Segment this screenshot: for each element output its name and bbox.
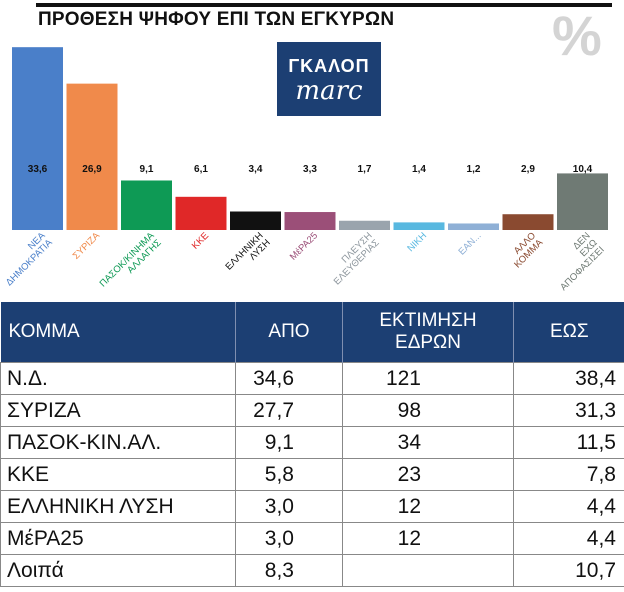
category-label: ΝΕΑΔΗΜΟΚΡΑΤΙΑ bbox=[0, 230, 55, 288]
bar-2 bbox=[66, 83, 118, 230]
category-label: ΠΑΣΟΚ/ΚΙΝΗΜΑΑΛΛΑΓΗΣ bbox=[98, 230, 165, 297]
table-cell: 3,0 bbox=[235, 522, 343, 555]
table-cell: 8,3 bbox=[235, 554, 343, 587]
table-cell: 31,3 bbox=[513, 394, 624, 427]
table-cell: 5,8 bbox=[235, 458, 343, 491]
column-header: ΑΠΟ bbox=[235, 302, 343, 363]
category-label: ΕΑΝ... bbox=[456, 230, 483, 257]
bar-11 bbox=[557, 173, 608, 230]
bar-3 bbox=[121, 180, 172, 230]
table-cell: 34 bbox=[342, 426, 514, 459]
table-cell: ΚΚΕ bbox=[0, 458, 236, 491]
table-body: Ν.Δ. 34,6 121 38,4 ΣΥΡΙΖΑ 27,7 98 31,3 ΠΑΣΟΚ-ΚΙΝ… bbox=[0, 362, 624, 587]
bar-8 bbox=[393, 222, 445, 230]
bar-value-label: 33,6 bbox=[28, 164, 48, 175]
table-cell: Ν.Δ. bbox=[0, 362, 236, 395]
bar-1 bbox=[12, 47, 63, 231]
category-label: ΕΛΛΗΝΙΚΗΛΥΣΗ bbox=[223, 230, 272, 279]
table-cell: 4,4 bbox=[513, 490, 624, 523]
bar-value-label: 6,1 bbox=[194, 164, 208, 175]
table-row: Ν.Δ. 34,6 121 38,4 bbox=[0, 362, 624, 395]
category-label: ΣΥΡΙΖΑ bbox=[71, 230, 103, 262]
table-cell: ΣΥΡΙΖΑ bbox=[0, 394, 236, 427]
logo-line-1: ΓΚΑΛΟΠ bbox=[288, 56, 370, 76]
table-cell: 4,4 bbox=[513, 522, 624, 555]
logo-line-2: marc bbox=[295, 76, 363, 106]
category-label: ΝΙΚΗ bbox=[405, 230, 429, 254]
table-row: Λοιπά 8,3 10,7 bbox=[0, 554, 624, 587]
table-row: ΠΑΣΟΚ-ΚΙΝ.ΑΛ. 9,1 34 11,5 bbox=[0, 426, 624, 459]
category-label: ΜέΡΑ25 bbox=[288, 230, 320, 262]
column-header: ΕΩΣ bbox=[513, 302, 624, 363]
table-cell: 10,7 bbox=[513, 554, 624, 587]
table-cell: ΜέΡΑ25 bbox=[0, 522, 236, 555]
bar-6 bbox=[284, 212, 336, 230]
bar-value-label: 10,4 bbox=[573, 164, 593, 175]
table-cell: 12 bbox=[342, 490, 514, 523]
bar-4 bbox=[175, 196, 227, 230]
table-cell: 7,8 bbox=[513, 458, 624, 491]
category-label: ΑΛΛΟΚΟΜΜΑ bbox=[505, 230, 545, 270]
bar-value-label: 1,2 bbox=[467, 164, 481, 175]
table-cell: 34,6 bbox=[235, 362, 343, 395]
table-row: ΣΥΡΙΖΑ 27,7 98 31,3 bbox=[0, 394, 624, 427]
table-row: ΜέΡΑ25 3,0 12 4,4 bbox=[0, 522, 624, 555]
bar-value-label: 1,4 bbox=[412, 164, 426, 175]
table-cell: 3,0 bbox=[235, 490, 343, 523]
table-cell: 27,7 bbox=[235, 394, 343, 427]
chart-title: ΠΡΟΘΕΣΗ ΨΗΦΟΥ ΕΠΙ ΤΩΝ ΕΓΚΥΡΩΝ bbox=[38, 9, 395, 30]
table-row: ΚΚΕ 5,8 23 7,8 bbox=[0, 458, 624, 491]
table-cell: Λοιπά bbox=[0, 554, 236, 587]
bar-9 bbox=[448, 223, 499, 230]
bar-10 bbox=[502, 214, 554, 230]
category-label: ΠΛΕΥΣΗΕΛΕΥΘΕΡΙΑΣ bbox=[325, 230, 382, 287]
title-rule bbox=[36, 3, 612, 7]
table-cell: 121 bbox=[342, 362, 514, 395]
pollster-logo: ΓΚΑΛΟΠ marc bbox=[277, 42, 381, 116]
column-header: ΕΚΤΙΜΗΣΗ ΕΔΡΩΝ bbox=[342, 302, 514, 363]
table-cell: 9,1 bbox=[235, 426, 343, 459]
bar-value-label: 3,4 bbox=[249, 164, 263, 175]
seat-estimate-table: ΚΟΜΜΑ ΑΠΟ ΕΚΤΙΜΗΣΗ ΕΔΡΩΝ ΕΩΣ Ν.Δ. 34,6 121 38,4… bbox=[0, 302, 624, 587]
table-cell: ΕΛΛΗΝΙΚΗ ΛΥΣΗ bbox=[0, 490, 236, 523]
table-cell: 23 bbox=[342, 458, 514, 491]
bar-5 bbox=[230, 211, 281, 230]
table-cell: 11,5 bbox=[513, 426, 624, 459]
percent-icon: % bbox=[552, 4, 602, 67]
table-cell bbox=[342, 554, 514, 587]
table-row: ΕΛΛΗΝΙΚΗ ΛΥΣΗ 3,0 12 4,4 bbox=[0, 490, 624, 523]
category-label: ΔΕΝΕΧΩΑΠΟΦΑΣΙΣΕΙ bbox=[544, 230, 607, 293]
table-cell: 38,4 bbox=[513, 362, 624, 395]
bar-value-label: 26,9 bbox=[82, 164, 102, 175]
table-cell: 12 bbox=[342, 522, 514, 555]
bar-value-label: 2,9 bbox=[521, 164, 535, 175]
bar-value-label: 9,1 bbox=[140, 164, 154, 175]
bar-value-label: 1,7 bbox=[358, 164, 372, 175]
table-cell: ΠΑΣΟΚ-ΚΙΝ.ΑΛ. bbox=[0, 426, 236, 459]
bar-value-label: 3,3 bbox=[303, 164, 317, 175]
table-cell: 98 bbox=[342, 394, 514, 427]
column-header: ΚΟΜΜΑ bbox=[0, 302, 236, 363]
category-label: ΚΚΕ bbox=[190, 230, 211, 251]
bar-7 bbox=[339, 220, 390, 230]
bar-chart: 33,6 ΝΕΑΔΗΜΟΚΡΑΤΙΑ 26,9 ΣΥΡΙΖΑ 9,1 ΠΑΣΟΚ/ΚΙΝΗ… bbox=[0, 47, 608, 297]
chart-panel: ΠΡΟΘΕΣΗ ΨΗΦΟΥ ΕΠΙ ΤΩΝ ΕΓΚΥΡΩΝ % 33,6 ΝΕΑΔ… bbox=[0, 3, 612, 297]
table-header-row: ΚΟΜΜΑ ΑΠΟ ΕΚΤΙΜΗΣΗ ΕΔΡΩΝ ΕΩΣ bbox=[0, 302, 624, 363]
